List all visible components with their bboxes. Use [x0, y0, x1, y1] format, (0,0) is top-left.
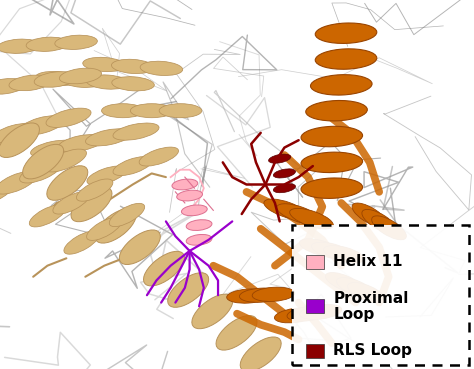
- Ellipse shape: [140, 61, 182, 76]
- Ellipse shape: [53, 192, 89, 214]
- Ellipse shape: [352, 203, 387, 227]
- Ellipse shape: [301, 152, 363, 173]
- Ellipse shape: [287, 306, 329, 321]
- Ellipse shape: [269, 154, 291, 163]
- Ellipse shape: [139, 147, 179, 166]
- Ellipse shape: [0, 171, 37, 194]
- Ellipse shape: [113, 123, 159, 140]
- Ellipse shape: [240, 337, 281, 369]
- Ellipse shape: [109, 203, 145, 227]
- Ellipse shape: [30, 140, 77, 158]
- Ellipse shape: [0, 123, 39, 158]
- Ellipse shape: [182, 205, 207, 216]
- Ellipse shape: [300, 239, 340, 256]
- Ellipse shape: [324, 246, 364, 263]
- Ellipse shape: [113, 156, 153, 176]
- Ellipse shape: [35, 72, 78, 86]
- Ellipse shape: [306, 100, 367, 121]
- Ellipse shape: [19, 116, 64, 135]
- Ellipse shape: [112, 77, 155, 91]
- Ellipse shape: [252, 287, 295, 301]
- Ellipse shape: [87, 166, 127, 185]
- Ellipse shape: [61, 73, 103, 87]
- Ellipse shape: [347, 283, 385, 303]
- Ellipse shape: [0, 131, 11, 150]
- Ellipse shape: [101, 104, 144, 118]
- Ellipse shape: [111, 59, 154, 73]
- Ellipse shape: [311, 242, 352, 260]
- Ellipse shape: [83, 57, 125, 72]
- Ellipse shape: [19, 160, 62, 183]
- Ellipse shape: [301, 178, 363, 199]
- Ellipse shape: [47, 166, 88, 200]
- Ellipse shape: [159, 104, 202, 118]
- Ellipse shape: [64, 231, 99, 254]
- Ellipse shape: [23, 144, 64, 179]
- Ellipse shape: [168, 273, 209, 307]
- Text: RLS Loop: RLS Loop: [333, 343, 412, 358]
- Ellipse shape: [362, 210, 397, 233]
- Ellipse shape: [273, 184, 295, 193]
- Ellipse shape: [29, 205, 66, 227]
- Ellipse shape: [95, 208, 136, 243]
- Ellipse shape: [239, 288, 282, 302]
- Ellipse shape: [130, 104, 173, 118]
- Ellipse shape: [55, 35, 97, 49]
- FancyBboxPatch shape: [292, 225, 469, 365]
- Ellipse shape: [71, 187, 112, 222]
- Ellipse shape: [0, 123, 37, 142]
- Ellipse shape: [119, 230, 160, 265]
- Ellipse shape: [290, 208, 333, 229]
- Ellipse shape: [227, 289, 269, 303]
- Ellipse shape: [76, 179, 113, 201]
- Ellipse shape: [172, 179, 198, 190]
- Ellipse shape: [315, 23, 377, 44]
- Ellipse shape: [274, 308, 317, 323]
- Ellipse shape: [0, 79, 26, 94]
- Ellipse shape: [273, 169, 295, 178]
- Ellipse shape: [192, 294, 233, 329]
- Ellipse shape: [177, 190, 202, 201]
- Text: Helix 11: Helix 11: [333, 255, 403, 269]
- Ellipse shape: [301, 126, 363, 147]
- Ellipse shape: [186, 234, 212, 245]
- Bar: [306, 299, 324, 313]
- Ellipse shape: [277, 204, 320, 224]
- Ellipse shape: [326, 273, 364, 293]
- Ellipse shape: [9, 75, 51, 91]
- Ellipse shape: [315, 49, 377, 69]
- Ellipse shape: [85, 129, 132, 146]
- Text: Proximal
Loop: Proximal Loop: [333, 291, 409, 322]
- Ellipse shape: [300, 304, 342, 320]
- Ellipse shape: [144, 251, 184, 286]
- Ellipse shape: [59, 68, 101, 84]
- Ellipse shape: [186, 220, 212, 231]
- Ellipse shape: [46, 108, 91, 127]
- Ellipse shape: [264, 199, 308, 220]
- Ellipse shape: [0, 182, 13, 205]
- Ellipse shape: [34, 72, 76, 87]
- Ellipse shape: [26, 37, 69, 51]
- Bar: [306, 344, 324, 358]
- Ellipse shape: [58, 135, 104, 152]
- Ellipse shape: [44, 149, 86, 172]
- Ellipse shape: [0, 39, 40, 54]
- Ellipse shape: [86, 75, 129, 89]
- Ellipse shape: [372, 216, 406, 240]
- Ellipse shape: [216, 315, 257, 350]
- Bar: [306, 255, 324, 269]
- Ellipse shape: [337, 277, 374, 298]
- Ellipse shape: [87, 217, 122, 240]
- Ellipse shape: [310, 75, 372, 95]
